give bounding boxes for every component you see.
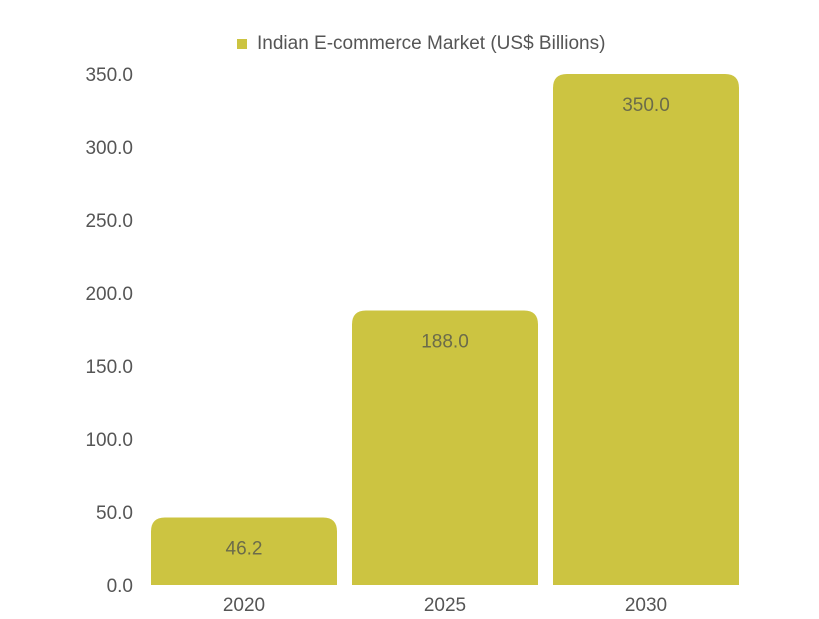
bar-2030 bbox=[553, 74, 739, 585]
y-tick-label: 100.0 bbox=[85, 430, 133, 451]
y-tick-label: 150.0 bbox=[85, 357, 133, 378]
legend-label: Indian E-commerce Market (US$ Billions) bbox=[257, 33, 606, 54]
y-tick-label: 0.0 bbox=[107, 576, 133, 597]
x-tick-label-2020: 2020 bbox=[223, 595, 265, 614]
data-label-2030: 350.0 bbox=[622, 95, 670, 116]
y-tick-label: 350.0 bbox=[85, 65, 133, 86]
x-tick-label-2025: 2025 bbox=[424, 595, 466, 614]
data-label-2020: 46.2 bbox=[226, 539, 263, 560]
y-tick-label: 200.0 bbox=[85, 284, 133, 305]
bar-2020 bbox=[151, 517, 337, 585]
y-tick-label: 50.0 bbox=[96, 503, 133, 524]
data-label-2025: 188.0 bbox=[421, 332, 469, 353]
x-tick-label-2030: 2030 bbox=[625, 595, 667, 614]
bar-2025 bbox=[352, 310, 538, 585]
y-tick-label: 300.0 bbox=[85, 138, 133, 159]
legend: Indian E-commerce Market (US$ Billions) bbox=[237, 33, 605, 55]
y-tick-label: 250.0 bbox=[85, 211, 133, 232]
legend-swatch bbox=[237, 39, 247, 49]
